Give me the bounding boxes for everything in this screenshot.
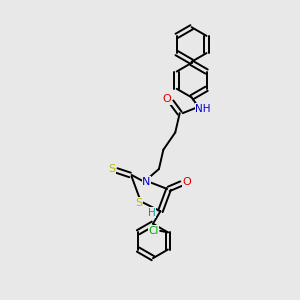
Text: NH: NH	[195, 104, 211, 114]
Text: Cl: Cl	[148, 226, 159, 236]
Text: S: S	[108, 164, 115, 174]
Text: S: S	[135, 198, 142, 208]
Text: O: O	[182, 177, 191, 187]
Text: N: N	[142, 176, 151, 187]
Text: H: H	[148, 208, 155, 218]
Text: O: O	[162, 94, 171, 104]
